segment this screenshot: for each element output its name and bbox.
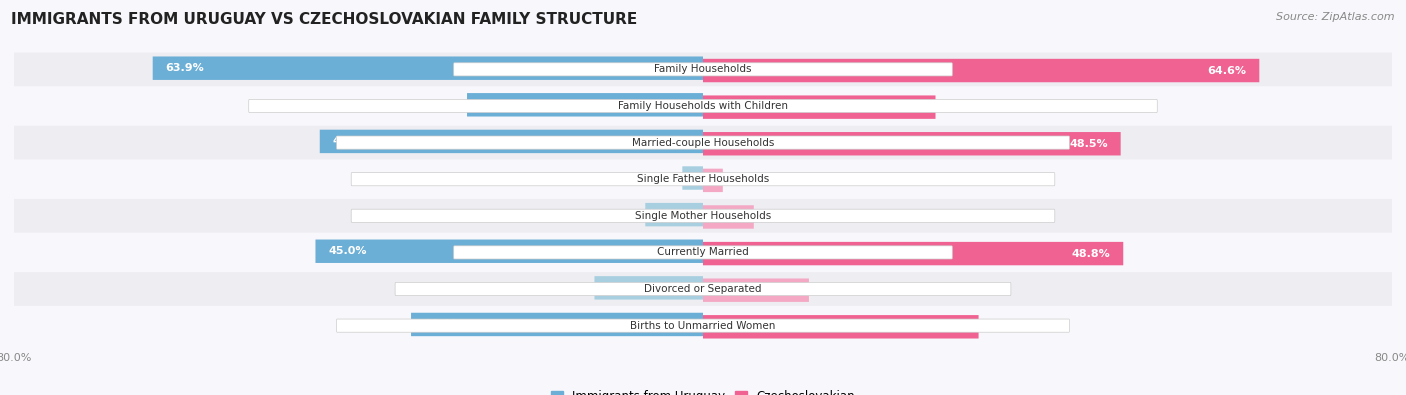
Text: Divorced or Separated: Divorced or Separated [644, 284, 762, 294]
FancyBboxPatch shape [352, 209, 1054, 222]
FancyBboxPatch shape [14, 272, 1392, 306]
Text: 2.3%: 2.3% [730, 175, 758, 185]
Text: 45.0%: 45.0% [329, 246, 367, 256]
Text: 64.6%: 64.6% [1208, 66, 1246, 75]
Text: 63.9%: 63.9% [166, 63, 204, 73]
FancyBboxPatch shape [703, 278, 808, 302]
FancyBboxPatch shape [395, 282, 1011, 295]
Text: 48.5%: 48.5% [1069, 139, 1108, 149]
FancyBboxPatch shape [703, 169, 723, 192]
FancyBboxPatch shape [703, 132, 1121, 156]
FancyBboxPatch shape [645, 203, 703, 226]
FancyBboxPatch shape [352, 173, 1054, 186]
Text: Births to Unmarried Women: Births to Unmarried Women [630, 321, 776, 331]
Text: 48.8%: 48.8% [1071, 248, 1111, 259]
FancyBboxPatch shape [14, 162, 1392, 196]
FancyBboxPatch shape [703, 205, 754, 229]
FancyBboxPatch shape [14, 126, 1392, 160]
Text: Currently Married: Currently Married [657, 247, 749, 258]
Text: Single Mother Households: Single Mother Households [636, 211, 770, 221]
Text: Family Households with Children: Family Households with Children [619, 101, 787, 111]
FancyBboxPatch shape [703, 59, 1260, 82]
FancyBboxPatch shape [703, 242, 1123, 265]
Text: 33.9%: 33.9% [425, 320, 463, 329]
Text: Source: ZipAtlas.com: Source: ZipAtlas.com [1277, 12, 1395, 22]
FancyBboxPatch shape [249, 100, 1157, 113]
Text: 32.0%: 32.0% [928, 322, 966, 332]
Text: IMMIGRANTS FROM URUGUAY VS CZECHOSLOVAKIAN FAMILY STRUCTURE: IMMIGRANTS FROM URUGUAY VS CZECHOSLOVAKI… [11, 12, 637, 27]
Text: Family Households: Family Households [654, 64, 752, 74]
FancyBboxPatch shape [411, 313, 703, 336]
Text: 27.4%: 27.4% [479, 100, 519, 110]
FancyBboxPatch shape [14, 53, 1392, 86]
FancyBboxPatch shape [682, 166, 703, 190]
Text: 12.3%: 12.3% [815, 285, 851, 295]
FancyBboxPatch shape [336, 136, 1070, 149]
FancyBboxPatch shape [467, 93, 703, 117]
Text: 2.4%: 2.4% [647, 173, 675, 183]
Text: 44.5%: 44.5% [333, 136, 371, 147]
FancyBboxPatch shape [454, 63, 952, 76]
Text: 12.6%: 12.6% [553, 283, 588, 293]
FancyBboxPatch shape [595, 276, 703, 299]
FancyBboxPatch shape [14, 199, 1392, 233]
FancyBboxPatch shape [703, 315, 979, 339]
FancyBboxPatch shape [454, 246, 952, 259]
Legend: Immigrants from Uruguay, Czechoslovakian: Immigrants from Uruguay, Czechoslovakian [547, 385, 859, 395]
FancyBboxPatch shape [14, 89, 1392, 123]
FancyBboxPatch shape [14, 235, 1392, 269]
FancyBboxPatch shape [319, 130, 703, 153]
FancyBboxPatch shape [315, 239, 703, 263]
Text: Married-couple Households: Married-couple Households [631, 137, 775, 148]
FancyBboxPatch shape [153, 56, 703, 80]
Text: 5.9%: 5.9% [761, 212, 789, 222]
FancyBboxPatch shape [336, 319, 1070, 332]
FancyBboxPatch shape [703, 96, 935, 119]
Text: Single Father Households: Single Father Households [637, 174, 769, 184]
FancyBboxPatch shape [14, 309, 1392, 342]
Text: 27.0%: 27.0% [884, 102, 922, 112]
Text: 6.7%: 6.7% [610, 210, 638, 220]
